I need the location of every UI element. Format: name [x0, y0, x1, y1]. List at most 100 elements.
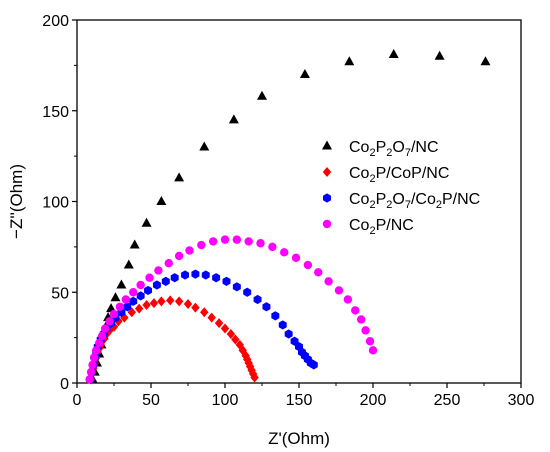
legend-label: Co2P2O7/Co2P/NC — [349, 191, 480, 211]
data-point — [314, 268, 323, 277]
data-point — [284, 329, 293, 339]
data-point — [191, 269, 200, 279]
data-point — [256, 239, 265, 248]
legend-subscript: 7 — [405, 147, 411, 159]
data-point — [116, 279, 127, 289]
y-axis-title: −Z''(Ohm) — [7, 164, 26, 239]
data-point — [434, 50, 445, 60]
legend-text-part: O — [392, 139, 404, 156]
data-point — [244, 237, 253, 246]
data-point — [115, 302, 125, 311]
legend-subscript: 2 — [369, 173, 375, 185]
data-point — [156, 196, 167, 205]
legend-text-part: P/NC — [442, 191, 480, 208]
data-point — [157, 296, 166, 307]
data-point — [95, 338, 104, 348]
data-point — [86, 367, 96, 377]
legend-label: Co2P/NC — [349, 217, 414, 237]
legend-subscript: 2 — [386, 147, 392, 159]
y-tick-label: 200 — [42, 13, 69, 30]
data-point — [309, 360, 318, 370]
data-point — [257, 90, 267, 100]
data-point — [356, 315, 366, 324]
data-point — [208, 237, 218, 246]
legend-text-part: /NC — [411, 139, 439, 156]
axes: 0 50 100 150 200 250 300 0 50 100 150 200 — [42, 13, 534, 409]
data-point — [368, 346, 378, 355]
legend-text-part: Co — [349, 191, 370, 208]
data-point — [114, 316, 123, 327]
legend-subscript: 2 — [369, 199, 375, 211]
legend-subscript: 2 — [369, 147, 375, 159]
data-point — [228, 114, 239, 124]
data-point — [245, 361, 255, 372]
data-point — [161, 276, 170, 286]
data-point — [85, 375, 94, 384]
data-point — [212, 273, 221, 283]
x-tick-label: 200 — [360, 392, 387, 409]
legend-text-part: Co — [349, 217, 370, 234]
data-point — [351, 306, 360, 315]
x-tick-label: 50 — [142, 392, 160, 409]
y-tick-label: 150 — [42, 104, 69, 121]
data-point — [174, 296, 184, 307]
data-point — [123, 259, 134, 269]
legend-text-part: O — [392, 191, 404, 208]
y-tick-label: 100 — [42, 195, 69, 212]
data-point — [142, 299, 151, 310]
data-point — [232, 282, 241, 292]
data-point — [110, 292, 121, 302]
data-point — [106, 303, 117, 313]
y-tick-label: 0 — [60, 376, 69, 393]
data-point — [280, 248, 289, 257]
data-point — [149, 298, 159, 309]
legend-text-part: P — [376, 191, 387, 208]
data-point — [134, 303, 144, 314]
legend-label: Co2P2O7/NC — [349, 139, 439, 159]
data-point — [232, 235, 242, 244]
data-point — [154, 266, 163, 275]
data-point — [299, 68, 310, 78]
data-point — [181, 270, 190, 280]
y-tick-label: 50 — [51, 285, 69, 302]
data-point — [144, 285, 153, 296]
data-point — [100, 324, 110, 333]
data-point — [480, 56, 491, 66]
data-point — [222, 276, 231, 286]
legend-marker — [322, 167, 332, 177]
data-point — [253, 294, 262, 305]
data-point — [278, 320, 287, 330]
data-point — [268, 242, 277, 252]
data-point — [220, 323, 230, 334]
data-point — [129, 296, 138, 306]
data-point — [97, 331, 107, 341]
data-point — [109, 309, 119, 319]
data-point — [343, 295, 353, 304]
data-point — [183, 299, 193, 310]
x-axis-title: Z'(Ohm) — [268, 429, 330, 448]
data-point — [121, 295, 131, 304]
data-point — [361, 326, 370, 335]
data-point — [214, 318, 224, 329]
legend: Co2P2O7/NCCo2P/CoP/NCCo2P2O7/Co2P/NCCo2P… — [322, 139, 480, 237]
data-point — [136, 280, 145, 290]
data-point — [388, 48, 399, 58]
data-point — [136, 291, 145, 301]
data-point — [231, 334, 240, 345]
legend-marker — [322, 219, 332, 229]
legend-text-part: /Co — [411, 191, 436, 208]
legend-subscript: 2 — [436, 199, 442, 211]
data-point — [243, 287, 252, 297]
x-tick-label: 250 — [434, 392, 461, 409]
data-point — [123, 302, 132, 312]
data-point — [129, 239, 140, 249]
data-point — [250, 372, 259, 383]
data-point — [262, 302, 271, 312]
data-point — [170, 273, 179, 283]
data-point — [200, 307, 209, 318]
x-tick-label: 150 — [286, 392, 313, 409]
data-point — [141, 217, 152, 227]
series-Co2P/NC — [85, 235, 378, 384]
data-point — [303, 260, 313, 270]
